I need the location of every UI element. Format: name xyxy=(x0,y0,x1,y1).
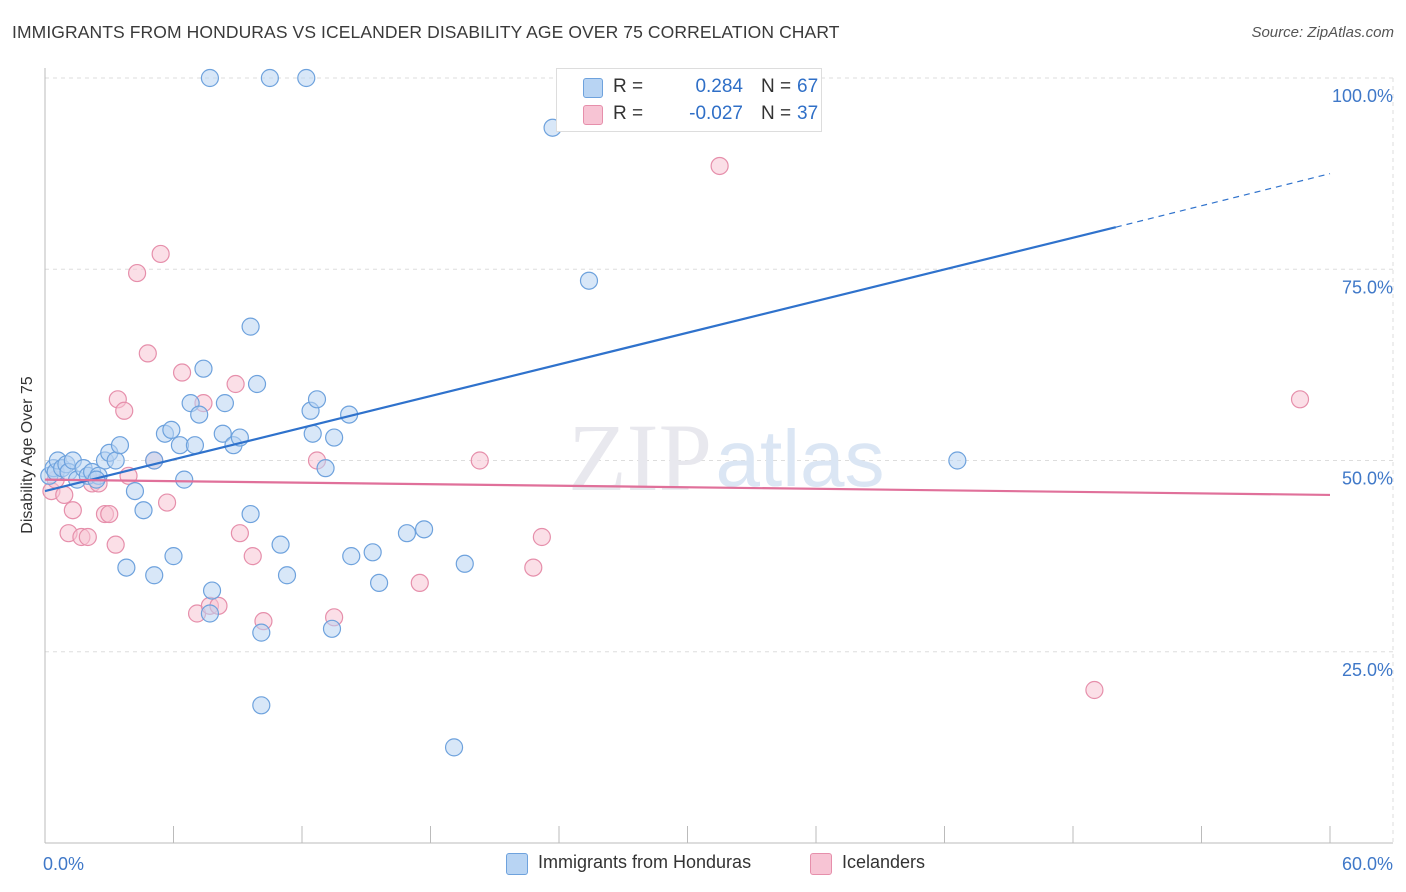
honduras-point xyxy=(200,68,220,88)
source-credit: Source: ZipAtlas.com xyxy=(1251,24,1394,41)
honduras-point xyxy=(125,482,145,501)
honduras-point xyxy=(370,573,389,593)
x-tick-label: 60.0% xyxy=(1342,854,1393,874)
icelander-point xyxy=(243,547,262,566)
icelander-point xyxy=(410,573,429,593)
legend-r-value: -0.027 xyxy=(689,103,743,124)
honduras-point xyxy=(241,317,260,336)
honduras-points xyxy=(40,68,967,757)
honduras-point xyxy=(194,359,213,378)
legend-n-label: N = xyxy=(761,76,792,97)
honduras-point xyxy=(325,428,344,447)
x-tick-label: 0.0% xyxy=(43,854,84,874)
honduras-trend-extension xyxy=(1115,173,1331,228)
honduras-point xyxy=(185,436,205,455)
honduras-point xyxy=(303,424,322,443)
honduras-point xyxy=(200,604,220,623)
honduras-point xyxy=(190,405,209,424)
icelander-point xyxy=(1085,680,1104,700)
honduras-point xyxy=(948,451,967,470)
icelander-point xyxy=(172,363,192,382)
honduras-point xyxy=(106,451,125,470)
honduras-point xyxy=(260,68,279,88)
icelander-point xyxy=(100,504,119,524)
legend-swatch-pink xyxy=(810,853,832,875)
honduras-point xyxy=(162,420,181,439)
honduras-point xyxy=(579,271,599,290)
icelander-point xyxy=(524,558,543,577)
honduras-point xyxy=(397,524,417,543)
icelanders-trend-line xyxy=(44,478,1331,497)
icelander-point xyxy=(230,524,249,543)
honduras-point xyxy=(414,520,434,539)
honduras-point xyxy=(271,535,290,554)
tick-labels: 25.0% 50.0% 75.0% 100.0% 0.0% 60.0% xyxy=(43,86,1393,874)
icelander-point xyxy=(710,156,729,176)
honduras-point xyxy=(134,501,153,520)
icelander-point xyxy=(151,244,170,264)
honduras-point xyxy=(252,696,271,715)
honduras-point xyxy=(215,394,234,413)
icelander-point xyxy=(106,535,125,554)
axis-layer xyxy=(44,68,1393,844)
legend-swatch-blue xyxy=(506,853,528,875)
icelander-point xyxy=(127,263,147,283)
honduras-point xyxy=(363,543,382,562)
honduras-point xyxy=(444,738,464,757)
honduras-point xyxy=(322,619,342,638)
legend-r-label: R = xyxy=(613,103,644,124)
honduras-point xyxy=(455,554,474,573)
honduras-point xyxy=(297,68,316,88)
legend-r-value: 0.284 xyxy=(695,76,743,97)
chart-title: IMMIGRANTS FROM HONDURAS VS ICELANDER DI… xyxy=(12,22,840,42)
legend-n-value: 67 xyxy=(797,76,819,97)
honduras-point xyxy=(110,436,130,455)
y-tick-label: 75.0% xyxy=(1342,277,1393,297)
correlation-legend: R = 0.284 N = 67 R = -0.027 N = 37 xyxy=(556,68,822,132)
icelander-point xyxy=(63,501,82,520)
honduras-trend-line xyxy=(44,226,1117,493)
y-tick-label: 50.0% xyxy=(1342,469,1393,489)
honduras-point xyxy=(202,581,222,600)
legend-n-label: N = xyxy=(761,103,792,124)
icelander-point xyxy=(55,485,74,505)
watermark-zip: ZIP xyxy=(568,404,712,511)
legend-swatch-pink xyxy=(583,105,603,125)
honduras-point xyxy=(164,547,183,566)
honduras-point xyxy=(241,504,260,524)
honduras-point xyxy=(175,470,194,489)
y-axis-label: Disability Age Over 75 xyxy=(19,376,36,534)
icelander-point xyxy=(532,527,551,547)
icelander-point xyxy=(470,451,489,470)
honduras-point xyxy=(307,390,327,409)
honduras-point xyxy=(117,558,136,577)
icelander-point xyxy=(226,374,245,394)
icelander-point xyxy=(138,344,157,363)
icelander-point xyxy=(115,401,134,420)
honduras-point xyxy=(316,459,335,478)
legend-n-value: 37 xyxy=(797,103,819,124)
honduras-point xyxy=(252,623,271,642)
icelander-point xyxy=(157,493,177,512)
honduras-point xyxy=(247,374,267,394)
trend-lines xyxy=(44,173,1331,497)
legend-label-icelanders: Icelanders xyxy=(842,852,926,872)
honduras-point xyxy=(213,424,232,443)
icelander-point xyxy=(78,527,97,547)
honduras-point xyxy=(277,566,297,585)
y-tick-label: 25.0% xyxy=(1342,660,1393,680)
y-tick-label: 100.0% xyxy=(1332,86,1393,106)
legend-r-label: R = xyxy=(613,76,644,97)
legend-label-honduras: Immigrants from Honduras xyxy=(538,852,752,872)
honduras-point xyxy=(342,547,361,566)
honduras-point xyxy=(145,566,164,585)
legend-swatch-blue xyxy=(583,78,603,98)
icelander-point xyxy=(1290,390,1310,409)
